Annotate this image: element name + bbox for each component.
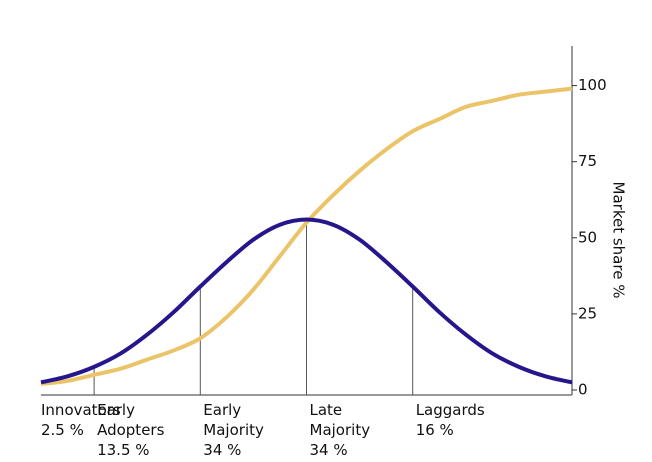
y-tick-label: 0 — [578, 381, 588, 399]
segment-name: Early Majority — [203, 401, 264, 439]
segment-label: Early Adopters 13.5 % — [97, 400, 173, 460]
y-tick-label: 50 — [578, 228, 597, 246]
y-tick-label: 25 — [578, 304, 597, 322]
segment-label: Early Majority 34 % — [203, 400, 279, 460]
segment-share: 34 % — [203, 441, 242, 459]
segment-share: 2.5 % — [41, 421, 84, 439]
segment-label: Late Majority 34 % — [310, 400, 386, 460]
segment-share: 13.5 % — [97, 441, 150, 459]
segment-name: Innovators — [41, 401, 121, 419]
y-axis-label: Market share % — [610, 182, 628, 299]
y-tick-label: 100 — [578, 76, 607, 94]
segment-name: Late Majority — [309, 401, 371, 439]
curve — [40, 86, 573, 386]
curve — [40, 217, 573, 385]
segment-name: Laggards — [415, 401, 485, 419]
segment-label: Laggards 16 % — [416, 400, 492, 440]
segment-name: Early Adopters — [97, 401, 165, 439]
segment-share: 34 % — [309, 441, 348, 459]
y-tick-label: 75 — [578, 152, 597, 170]
segment-share: 16 % — [415, 421, 454, 439]
segment-label: Innovators 2.5 % — [41, 400, 133, 440]
